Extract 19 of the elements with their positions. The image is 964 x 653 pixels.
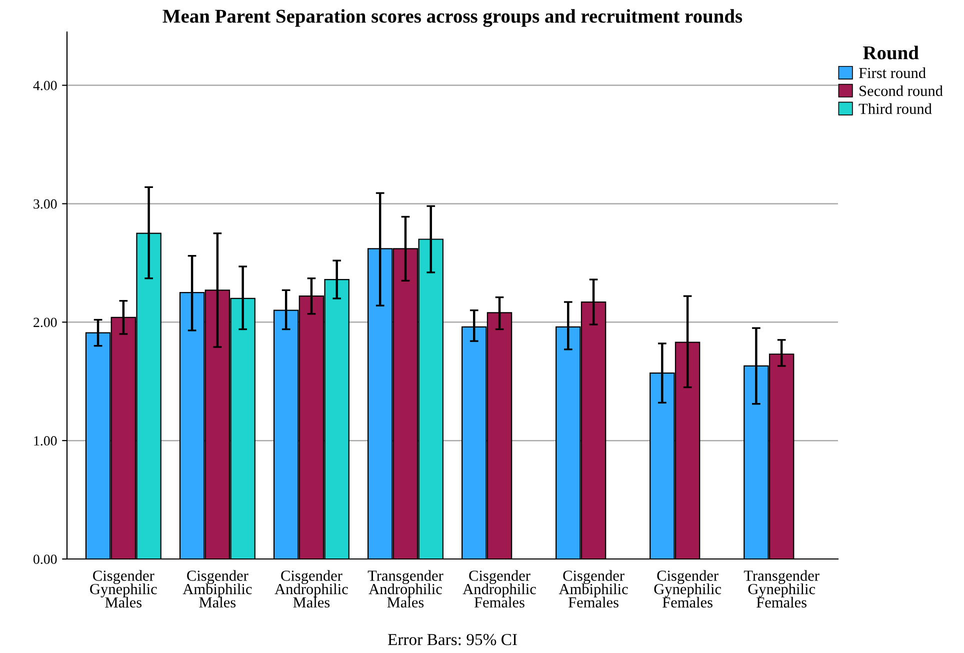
legend-label: Second round — [860, 85, 943, 96]
chart-title: Mean Parent Separation scores across groups and recruitment rounds — [162, 9, 742, 27]
x-tick-label: Cisgender Ambiphilic Females — [558, 570, 628, 608]
text: Error Bars: 95% CI — [388, 634, 517, 646]
legend-label: Third round — [858, 103, 932, 114]
y-tick-label: 0.00 — [34, 554, 57, 564]
x-tick-label: Cisgender Androphilic Males — [274, 570, 348, 608]
y-tick-label: 2.00 — [34, 318, 57, 328]
y-tick-label: 4.00 — [33, 80, 57, 90]
legend-label: First round — [858, 67, 926, 78]
x-tick-label: Transgender Gynephilic Females — [744, 570, 820, 608]
legend-title: Round — [863, 46, 919, 60]
x-tick-label: Cisgender Gynephilic Females — [654, 570, 722, 608]
y-tick-label: 3.00 — [34, 199, 57, 209]
x-tick-label: Cisgender Gynephilic Males — [90, 570, 157, 608]
x-tick-label: Cisgender Androphilic Females — [462, 570, 536, 608]
x-tick-label: Cisgender Ambiphilic Males — [182, 570, 252, 608]
y-tick-label: 1.00 — [34, 436, 57, 446]
x-tick-label: Transgender Androphilic Males — [368, 570, 444, 608]
